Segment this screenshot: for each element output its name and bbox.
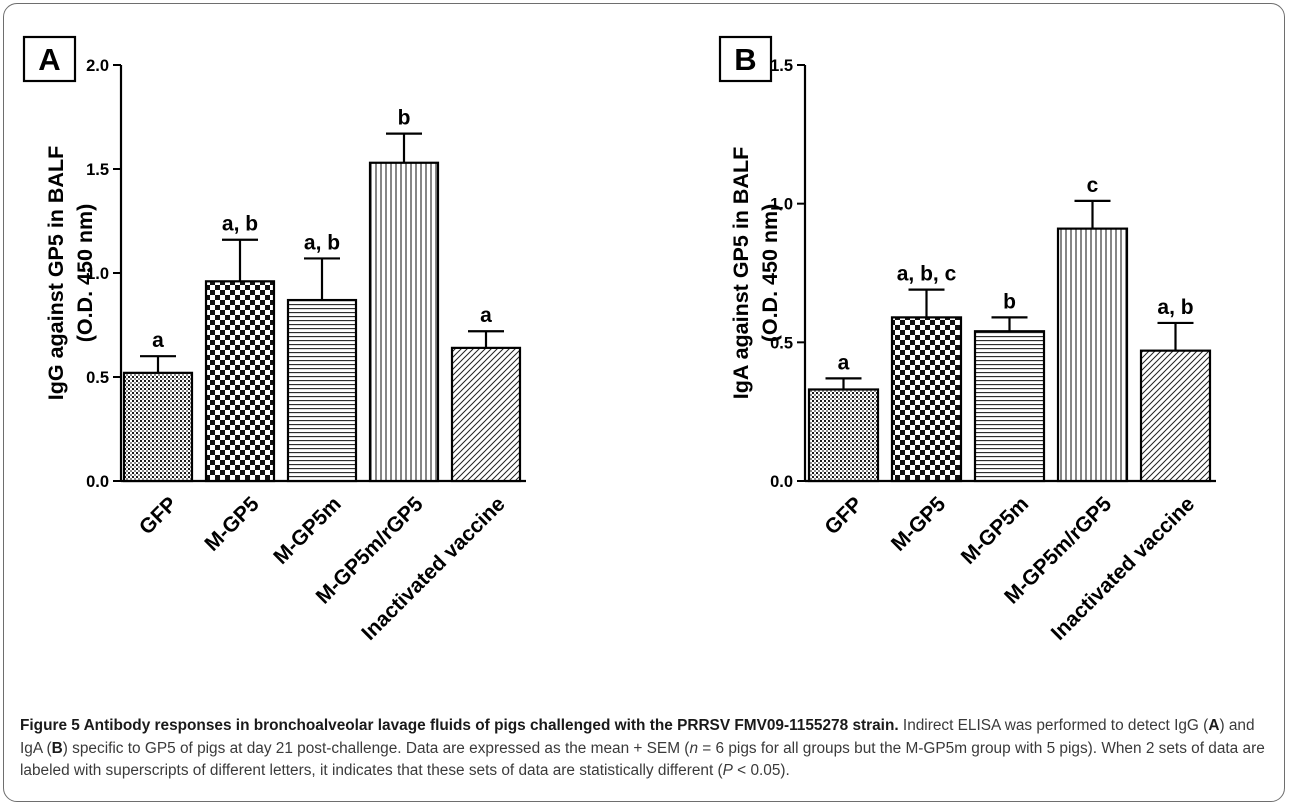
panel-b-annotation-5: a, b: [1157, 296, 1193, 319]
panel-a-category-label-3: M-GP5m: [269, 492, 346, 569]
panel-b-ylabel-line-2: (O.D. 450 nm): [758, 204, 782, 343]
panel-b-category-label-2: M-GP5: [887, 492, 951, 556]
panel-b-chart: B IgA against GP5 in BALF (O.D. 450 nm) 0…: [718, 35, 1216, 645]
panel-b-label-box: [718, 35, 773, 83]
panel-a-annotation-5: a: [480, 304, 492, 327]
panel-a-category-label-2: M-GP5: [200, 492, 264, 556]
panel-b-annotation-1: a: [838, 351, 850, 374]
panel-a-ylabel-line-2: (O.D. 450 nm): [73, 204, 97, 343]
panel-a-annotation-4: b: [398, 107, 411, 130]
panel-b-ytick-label: 0.0: [770, 473, 793, 491]
caption-n-symbol: n: [689, 739, 698, 757]
panel-b-ytick-label: 1.5: [770, 57, 793, 75]
figure-caption: Figure 5 Antibody responses in bronchoal…: [20, 715, 1270, 783]
panel-a-bar-3: [286, 298, 358, 483]
panel-b-annotation-3: b: [1003, 290, 1016, 313]
panel-a-label: A: [38, 42, 60, 77]
panel-b-ylabel-line-1: IgA against GP5 in BALF: [729, 147, 753, 399]
caption-panel-b-ref: B: [51, 739, 63, 757]
panel-a-ylabel-line-1: IgG against GP5 in BALF: [44, 146, 68, 400]
panel-b-bar-1: [807, 388, 880, 483]
panel-a-category-label-1: GFP: [135, 492, 182, 539]
panel-b-ytick-label: 0.5: [770, 334, 793, 352]
panel-b-bar-4: [1056, 227, 1129, 483]
panel-a-ytick-label: 0.0: [86, 473, 109, 491]
figure-charts: A IgG against GP5 in BALF (O.D. 450 nm) 0…: [22, 35, 1216, 645]
panel-a-bar-5: [450, 346, 522, 483]
panel-a-ytick-label: 1.0: [86, 265, 109, 283]
caption-text-5: < 0.05).: [732, 762, 790, 779]
panel-b-category-label-1: GFP: [820, 492, 867, 539]
panel-b-category-label-5: Inactivated vaccine: [1047, 492, 1199, 644]
panel-a-bar-1: [122, 371, 194, 483]
caption-p-symbol: P: [722, 762, 733, 779]
panel-a-bar-4: [368, 161, 440, 483]
panel-a-ytick-label: 0.5: [86, 369, 109, 387]
caption-panel-a-ref: A: [1208, 717, 1220, 734]
panel-b-bar-2: [890, 316, 963, 483]
caption-text-2: ) and IgA (: [20, 717, 1255, 757]
panel-a-chart: A IgG against GP5 in BALF (O.D. 450 nm) 0…: [22, 35, 526, 645]
panel-b-bar-3: [973, 330, 1046, 483]
caption-text-1: Indirect ELISA was performed to detect I…: [898, 717, 1209, 734]
panel-a-annotation-2: a, b: [222, 213, 258, 236]
panel-b-ytick-label: 1.0: [770, 196, 793, 214]
panel-a-bar-2: [204, 280, 276, 483]
panel-a-annotation-1: a: [152, 329, 164, 352]
caption-text-3: ) specific to GP5 of pigs at day 21 post…: [62, 739, 690, 757]
caption-title: Figure 5 Antibody responses in bronchoal…: [20, 717, 899, 734]
panel-a-annotation-3: a, b: [304, 231, 340, 254]
panel-b-annotation-4: c: [1087, 174, 1099, 197]
panel-a-label-box: [22, 35, 77, 83]
panel-a-category-label-5: Inactivated vaccine: [357, 492, 509, 644]
panel-a-ytick-label: 2.0: [86, 57, 109, 75]
panel-a-ytick-label: 1.5: [86, 161, 109, 179]
panel-b-label: B: [734, 42, 756, 77]
panel-b-annotation-2: a, b, c: [897, 263, 957, 286]
panel-b-category-label-3: M-GP5m: [957, 492, 1034, 569]
panel-b-bar-5: [1139, 349, 1212, 483]
caption-text-4: = 6 pigs for all groups but the M-GP5m g…: [20, 739, 1265, 780]
